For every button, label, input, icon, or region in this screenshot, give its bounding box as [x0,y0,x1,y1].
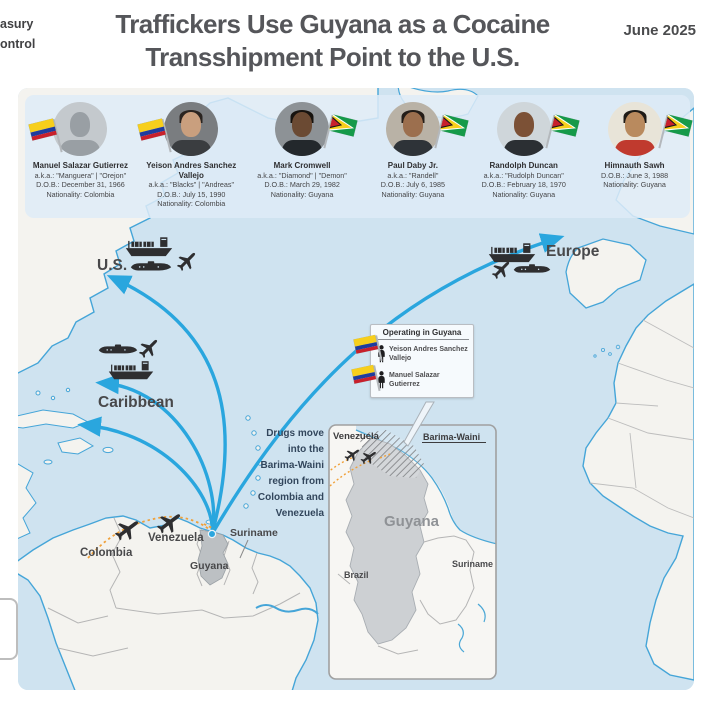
profile-name: Manuel Salazar Gutierrez [32,161,128,170]
publication-date: June 2025 [623,22,696,39]
map-label-us: U.S. [97,257,127,274]
caption-line: into the [287,444,324,455]
profile-card: Randolph Duncan a.k.a.: "Rudolph Duncan"… [468,95,579,218]
profile-card: Himnauth Sawh D.O.B.: June 3, 1988 Natio… [579,95,690,218]
profile-name: Himnauth Sawh [604,161,665,170]
guyana-inset-map: Venezuela Barima-Waini Guyana Brazil Sur… [328,424,497,680]
callout-member: Manuel Salazar Gutierrez [375,369,469,392]
caption-line: Barima-Waini [260,460,324,471]
profile-name: Yeison Andres Sanchez Vallejo [146,161,237,180]
profile-name: Paul Daby Jr. [387,161,439,170]
profile-aka: a.k.a.: "Rudolph Duncan" [483,170,564,180]
inset-air-routes [329,453,391,487]
map-label-guyana: Guyana [190,560,229,572]
flag-guyana-icon [434,114,472,156]
profile-aka: a.k.a.: "Manguera" | "Orejon" [34,170,127,180]
profile-card: Manuel Salazar Gutierrez a.k.a.: "Mangue… [25,95,136,218]
profile-aka: a.k.a.: "Randell" [387,170,439,180]
title-line2: Transshipment Point to the U.S. [145,42,520,72]
south-america-landmass [18,515,319,690]
world-map-panel: U.S. Europe Caribbean Colombia Venezuela… [18,88,694,690]
route-arrow-to-us [106,275,227,536]
inset-label-brazil: Brazil [344,570,369,580]
profile-nationality: Nationality: Colombia [157,199,226,208]
profile-dob: D.O.B.: March 29, 1982 [264,180,340,189]
avatar [385,102,440,156]
caption-line: Colombia and [257,492,324,503]
avatar [496,102,551,156]
route-arrow-to-caribbean-2 [77,416,214,536]
suriname-pointer-line [239,539,249,559]
inset-brazil-border [337,573,419,655]
callout-member-name: Yeison Andres Sanchez Vallejo [389,346,468,362]
guyana-country-highlight [197,529,229,586]
profile-dob: D.O.B.: February 18, 1970 [481,180,566,189]
flag-guyana-icon [323,114,362,156]
profile-nationality: Nationality: Guyana [381,189,445,199]
agency-text-fragment: asury ontrol [0,14,35,54]
flag-guyana-icon [545,114,583,156]
callout-member-name: Manuel Salazar Gutierrez [389,372,440,388]
avatar [164,102,219,156]
caribbean-islands [18,387,263,540]
route-origin-dot [207,529,217,539]
callout-title: Operating in Guyana [375,328,469,340]
avatar [607,102,662,156]
agency-fragment-line2: ontrol [0,37,36,51]
caption-line: region from [268,476,324,487]
avatar [53,102,108,156]
caption-line: Venezuela [275,508,324,519]
map-label-caribbean: Caribbean [98,394,174,411]
inset-rivers [457,603,486,653]
inset-label-venezuela: Venezuela [333,431,380,442]
caption-line: Drugs move [266,428,324,439]
title-line1: Traffickers Use Guyana as a Cocaine [115,9,550,39]
profile-dob: D.O.B.: December 31, 1966 [36,180,125,189]
drugs-movement-caption: Drugs move into the Barima-Waini region … [228,426,324,522]
profile-aka: a.k.a.: "Diamond" | "Demon" [257,170,347,180]
flag-guyana-icon [658,114,694,156]
page-title: Traffickers Use Guyana as a Cocaine Tran… [60,8,605,74]
inset-guyana-shape [345,437,429,645]
avatar [275,102,330,156]
map-label-europe: Europe [546,243,600,260]
agency-fragment-line1: asury [0,17,34,31]
air-smuggling-route [87,515,215,559]
profile-nationality: Nationality: Guyana [492,189,556,199]
profile-name: Randolph Duncan [489,161,558,170]
barima-waini-hatched-region [358,430,424,478]
callout-member: Yeison Andres Sanchez Vallejo [375,343,469,366]
profile-aka: a.k.a.: "Blacks" | "Andreas" [148,180,235,189]
profile-dob: D.O.B.: June 3, 1988 [600,170,669,180]
profile-dob: D.O.B.: July 15, 1990 [157,189,226,199]
profile-card: Mark Cromwell a.k.a.: "Diamond" | "Demon… [247,95,358,218]
profile-nationality: Nationality: Guyana [603,180,666,189]
profile-name: Mark Cromwell [273,161,331,170]
cropped-edge-box [0,598,18,660]
profile-card: Paul Daby Jr. a.k.a.: "Randell" D.O.B.: … [357,95,468,218]
sanctioned-individuals-band: Manuel Salazar Gutierrez a.k.a.: "Mangue… [25,95,690,218]
map-label-colombia: Colombia [80,547,133,559]
operating-in-guyana-callout: Operating in Guyana Yeison Andres Sanche… [370,324,474,398]
inset-suriname-border [419,535,475,625]
map-label-suriname: Suriname [230,527,278,539]
inset-label-guyana: Guyana [384,513,440,530]
inset-ocean [356,425,496,544]
inset-label-suriname: Suriname [452,559,493,569]
africa-landmass [582,283,694,681]
map-label-venezuela: Venezuela [148,532,204,544]
africa-country-borders [589,319,694,519]
profile-dob: D.O.B.: July 6, 1985 [380,180,446,189]
profile-card: Yeison Andres Sanchez Vallejo a.k.a.: "B… [136,95,247,218]
profile-nationality: Nationality: Colombia [46,189,115,199]
profile-nationality: Nationality: Guyana [270,189,334,199]
inset-label-barima-waini: Barima-Waini [423,432,480,442]
river [255,604,319,615]
callout-pointer [403,401,435,447]
route-arrow-to-caribbean-1 [95,373,216,536]
canary-islands [593,344,621,358]
